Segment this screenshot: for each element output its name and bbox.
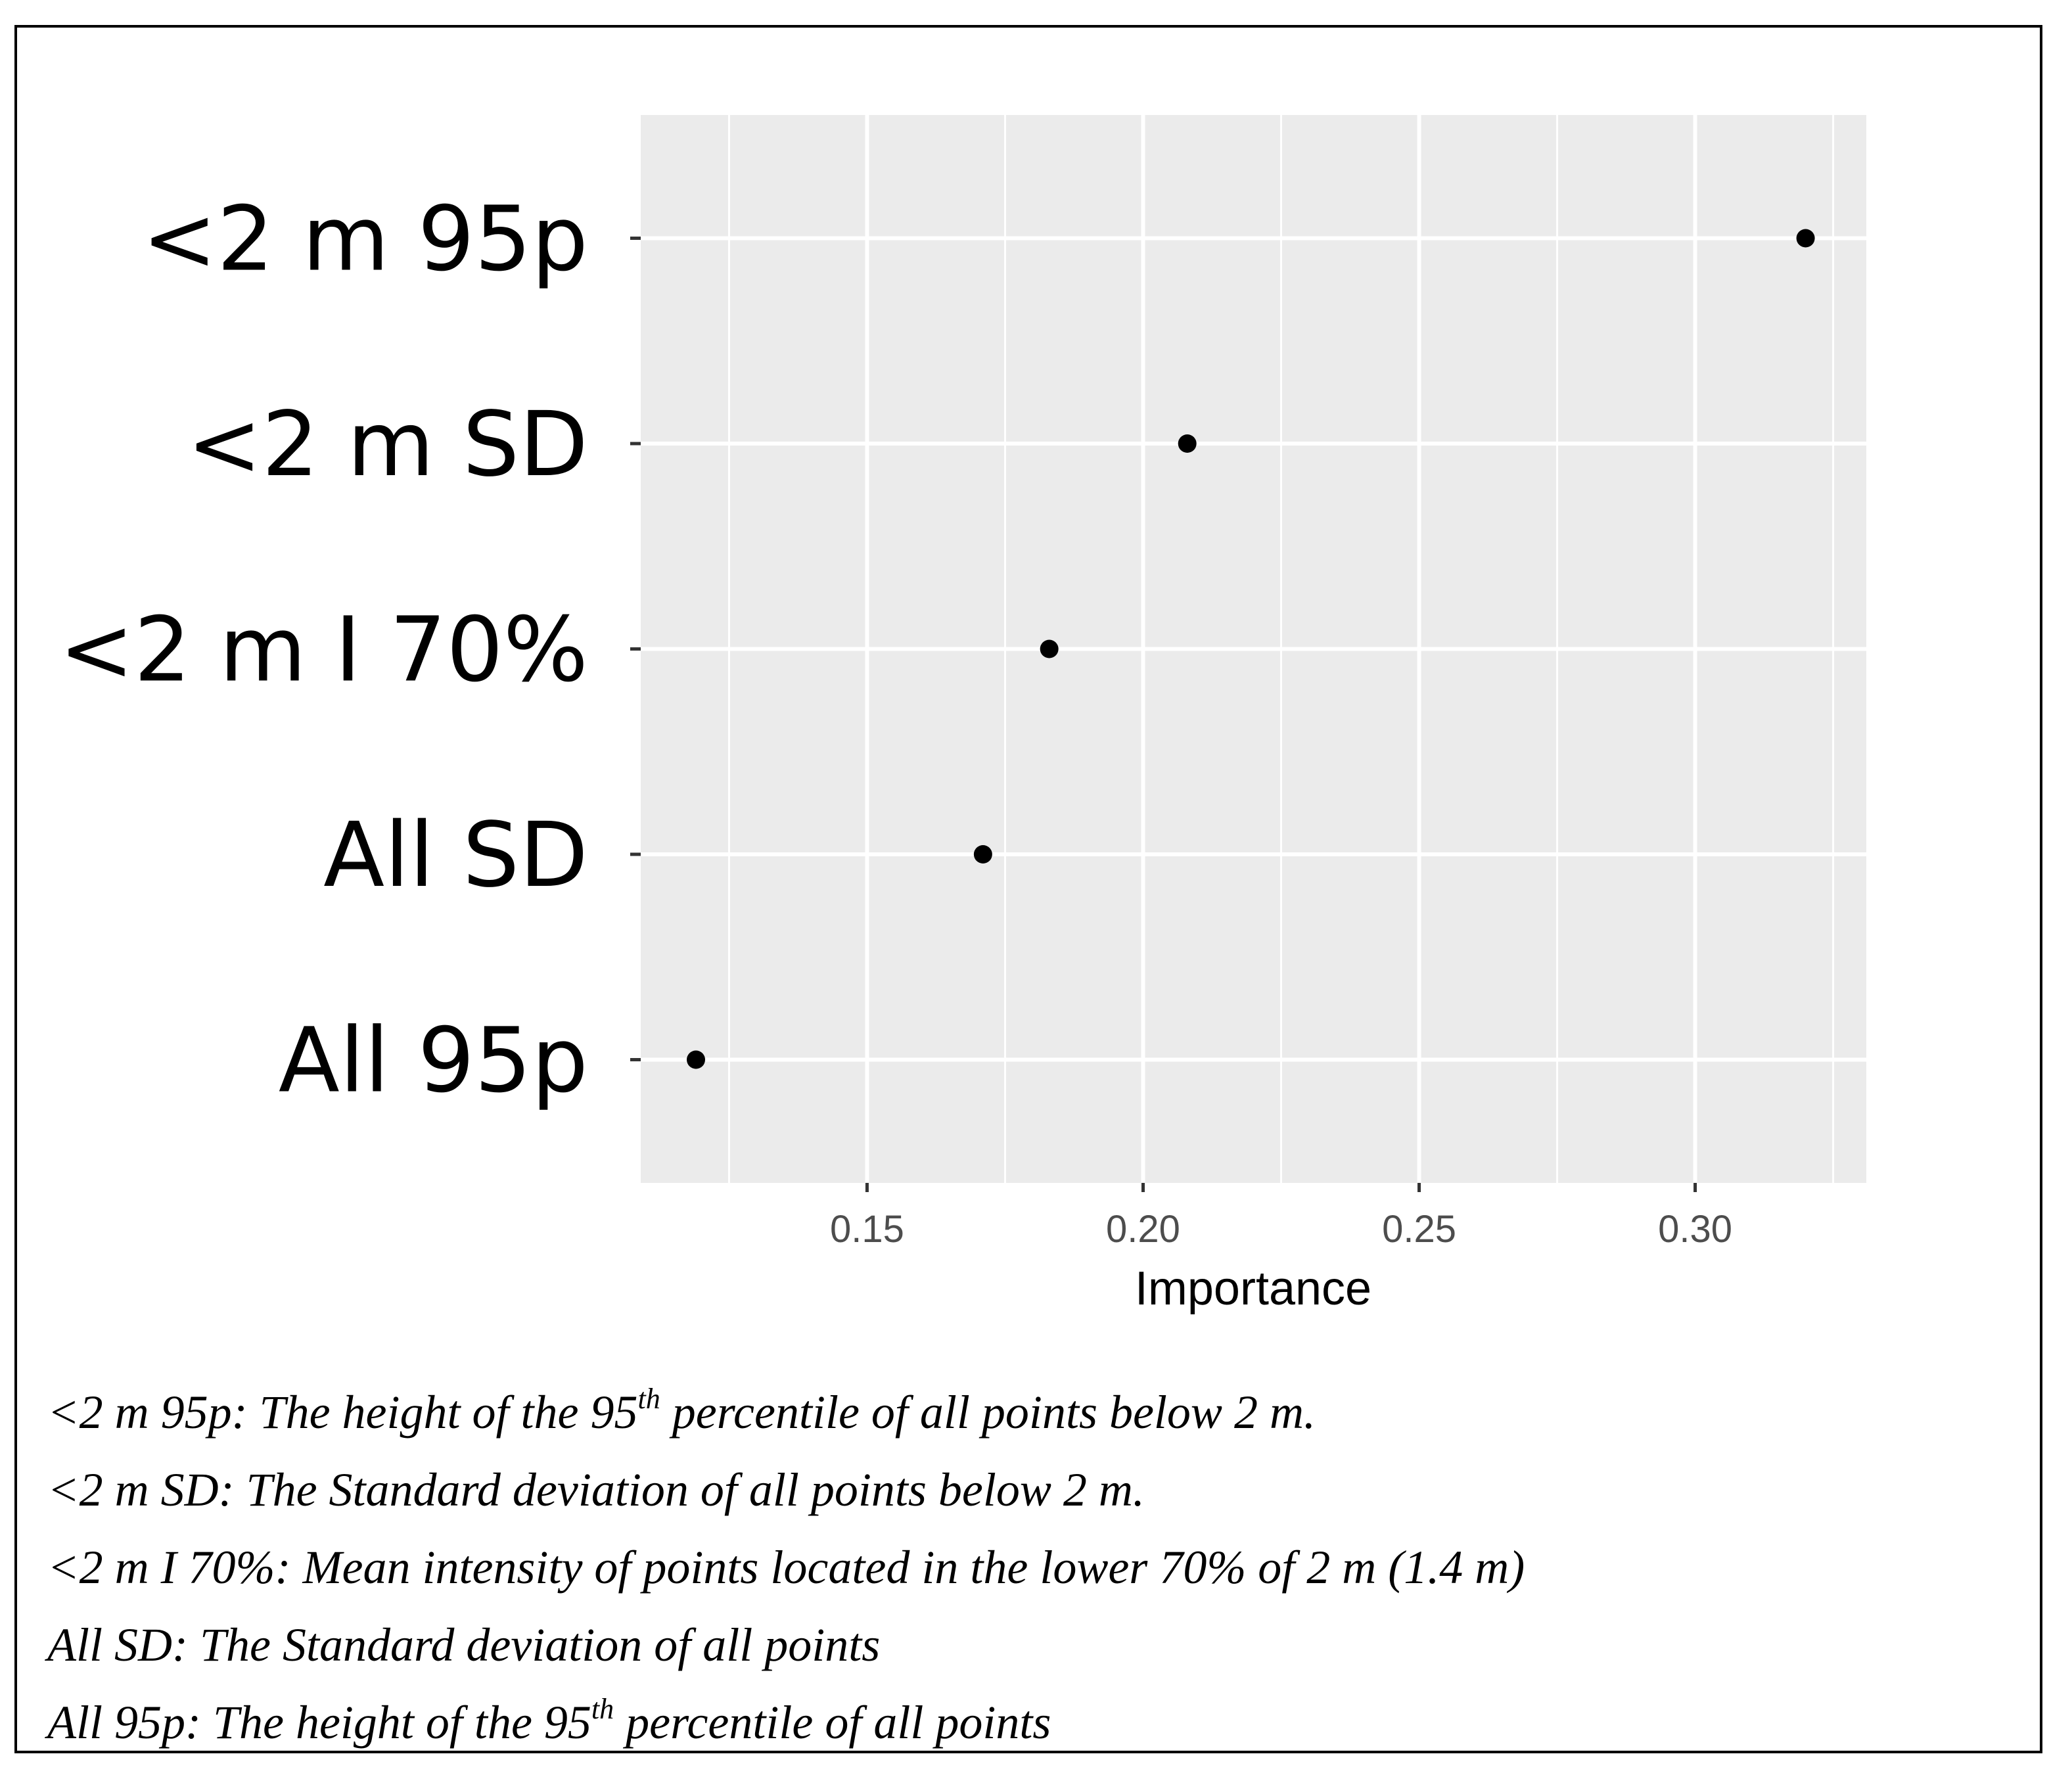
- data-point: [1178, 434, 1197, 453]
- y-tick-label: <2 m 95p: [142, 188, 588, 292]
- legend-line: <2 m SD: The Standard deviation of all p…: [47, 1451, 2019, 1529]
- data-point: [687, 1050, 706, 1069]
- legend-text: All 95p: The height of the 95: [47, 1696, 591, 1749]
- legend-text: <2 m 95p: The height of the 95: [47, 1386, 638, 1439]
- x-tick-label: 0.20: [1106, 1208, 1180, 1251]
- legend-line: All 95p: The height of the 95th percenti…: [47, 1684, 2019, 1761]
- y-axis-ticks: <2 m 95p <2 m SD <2 m I 70% All SD All 95p: [59, 188, 641, 1113]
- legend-text: <2 m I 70%: Mean intensity of points loc…: [47, 1541, 1525, 1594]
- major-gridlines: [641, 115, 1866, 1183]
- legend-text: All SD: The Standard deviation of all po…: [47, 1619, 881, 1671]
- legend-line: All SD: The Standard deviation of all po…: [47, 1606, 2019, 1684]
- y-tick-label: All 95p: [279, 1009, 588, 1113]
- x-tick-label: 0.30: [1658, 1208, 1732, 1251]
- y-tick-label: All SD: [323, 804, 588, 908]
- data-point: [1796, 229, 1815, 248]
- legend-text-continued: percentile of all points below 2 m.: [660, 1386, 1316, 1439]
- legend-text: <2 m SD: The Standard deviation of all p…: [47, 1464, 1145, 1516]
- x-tick-label: 0.15: [830, 1208, 904, 1251]
- legend-superscript: th: [591, 1693, 614, 1725]
- variable-legend: <2 m 95p: The height of the 95th percent…: [47, 1373, 2019, 1761]
- y-tick-label: <2 m I 70%: [59, 599, 588, 703]
- data-points: [687, 229, 1815, 1069]
- y-tick-label: <2 m SD: [187, 393, 588, 497]
- legend-text-continued: percentile of all points: [614, 1696, 1051, 1749]
- x-axis-title: Importance: [1135, 1262, 1371, 1315]
- data-point: [973, 845, 992, 864]
- x-tick-label: 0.25: [1382, 1208, 1456, 1251]
- data-point: [1040, 639, 1059, 658]
- legend-superscript: th: [637, 1383, 660, 1415]
- x-axis-ticks: 0.15 0.20 0.25 0.30: [830, 1183, 1732, 1251]
- legend-line: <2 m 95p: The height of the 95th percent…: [47, 1373, 2019, 1451]
- legend-line: <2 m I 70%: Mean intensity of points loc…: [47, 1529, 2019, 1606]
